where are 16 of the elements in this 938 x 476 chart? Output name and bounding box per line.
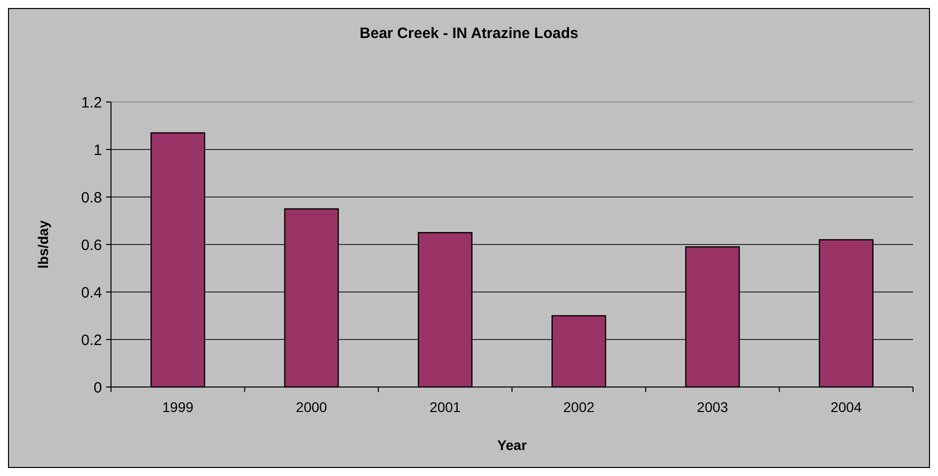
y-tick-label: 0	[94, 379, 102, 396]
x-tick-label: 2004	[830, 399, 862, 415]
x-tick-label: 2002	[563, 399, 595, 415]
y-tick-label: 0.6	[81, 236, 102, 254]
y-tick-label: 0.8	[81, 189, 102, 206]
x-tick-label: 2003	[696, 399, 728, 415]
y-tick-label: 1	[94, 142, 102, 159]
x-axis-title: Year	[497, 437, 528, 453]
x-tick-label: 2000	[296, 399, 328, 415]
y-tick-label: 1.2	[81, 94, 102, 112]
y-axis-title: lbs/day	[35, 220, 51, 269]
chart-title: Bear Creek - IN Atrazine Loads	[360, 25, 578, 42]
x-tick-label: 2001	[430, 399, 461, 415]
x-tick-label: 1999	[162, 399, 194, 415]
y-tick-label: 0.4	[81, 284, 102, 302]
y-tick-label: 0.2	[81, 332, 102, 349]
